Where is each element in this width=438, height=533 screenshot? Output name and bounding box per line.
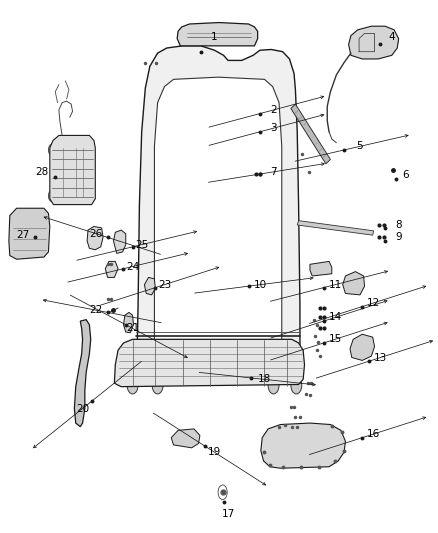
Text: 18: 18 (258, 374, 271, 384)
Text: 6: 6 (402, 171, 409, 181)
Polygon shape (171, 429, 200, 448)
Circle shape (49, 190, 56, 201)
Circle shape (127, 376, 138, 394)
Text: 8: 8 (396, 220, 402, 230)
Text: 7: 7 (270, 167, 277, 177)
Polygon shape (145, 277, 155, 295)
Polygon shape (297, 221, 374, 235)
Text: 4: 4 (389, 32, 395, 42)
Polygon shape (349, 26, 399, 59)
Text: 2: 2 (270, 105, 277, 115)
Text: 10: 10 (253, 280, 266, 290)
Text: 16: 16 (367, 429, 380, 439)
Text: 11: 11 (328, 280, 342, 290)
Text: 15: 15 (328, 334, 342, 344)
Circle shape (49, 144, 56, 156)
Circle shape (268, 376, 279, 394)
Polygon shape (261, 423, 346, 468)
Text: 14: 14 (328, 312, 342, 322)
Text: 23: 23 (158, 280, 171, 290)
Polygon shape (343, 272, 364, 295)
Text: 21: 21 (126, 324, 139, 334)
Text: 25: 25 (135, 240, 148, 249)
Polygon shape (114, 340, 304, 386)
Polygon shape (87, 227, 103, 250)
Text: 12: 12 (367, 298, 380, 308)
Circle shape (291, 376, 302, 394)
Text: 28: 28 (35, 167, 48, 177)
Polygon shape (155, 77, 282, 350)
Polygon shape (350, 334, 374, 360)
Text: 17: 17 (222, 509, 235, 519)
Text: 19: 19 (208, 447, 221, 457)
Text: 9: 9 (396, 232, 402, 243)
Text: 22: 22 (90, 305, 103, 315)
Text: 27: 27 (16, 230, 29, 240)
Polygon shape (105, 261, 118, 277)
Text: 1: 1 (211, 32, 218, 42)
Polygon shape (9, 208, 50, 259)
Text: 5: 5 (357, 141, 363, 151)
Polygon shape (177, 22, 258, 46)
Polygon shape (74, 320, 91, 427)
Polygon shape (137, 46, 300, 368)
Text: 26: 26 (90, 229, 103, 239)
Polygon shape (124, 312, 134, 333)
Circle shape (152, 376, 163, 394)
Polygon shape (113, 230, 126, 253)
Text: 13: 13 (374, 352, 387, 362)
Polygon shape (291, 104, 330, 164)
Text: 24: 24 (126, 262, 139, 271)
Text: 3: 3 (270, 123, 277, 133)
Polygon shape (50, 135, 95, 205)
Text: 20: 20 (76, 403, 89, 414)
Polygon shape (310, 261, 332, 276)
